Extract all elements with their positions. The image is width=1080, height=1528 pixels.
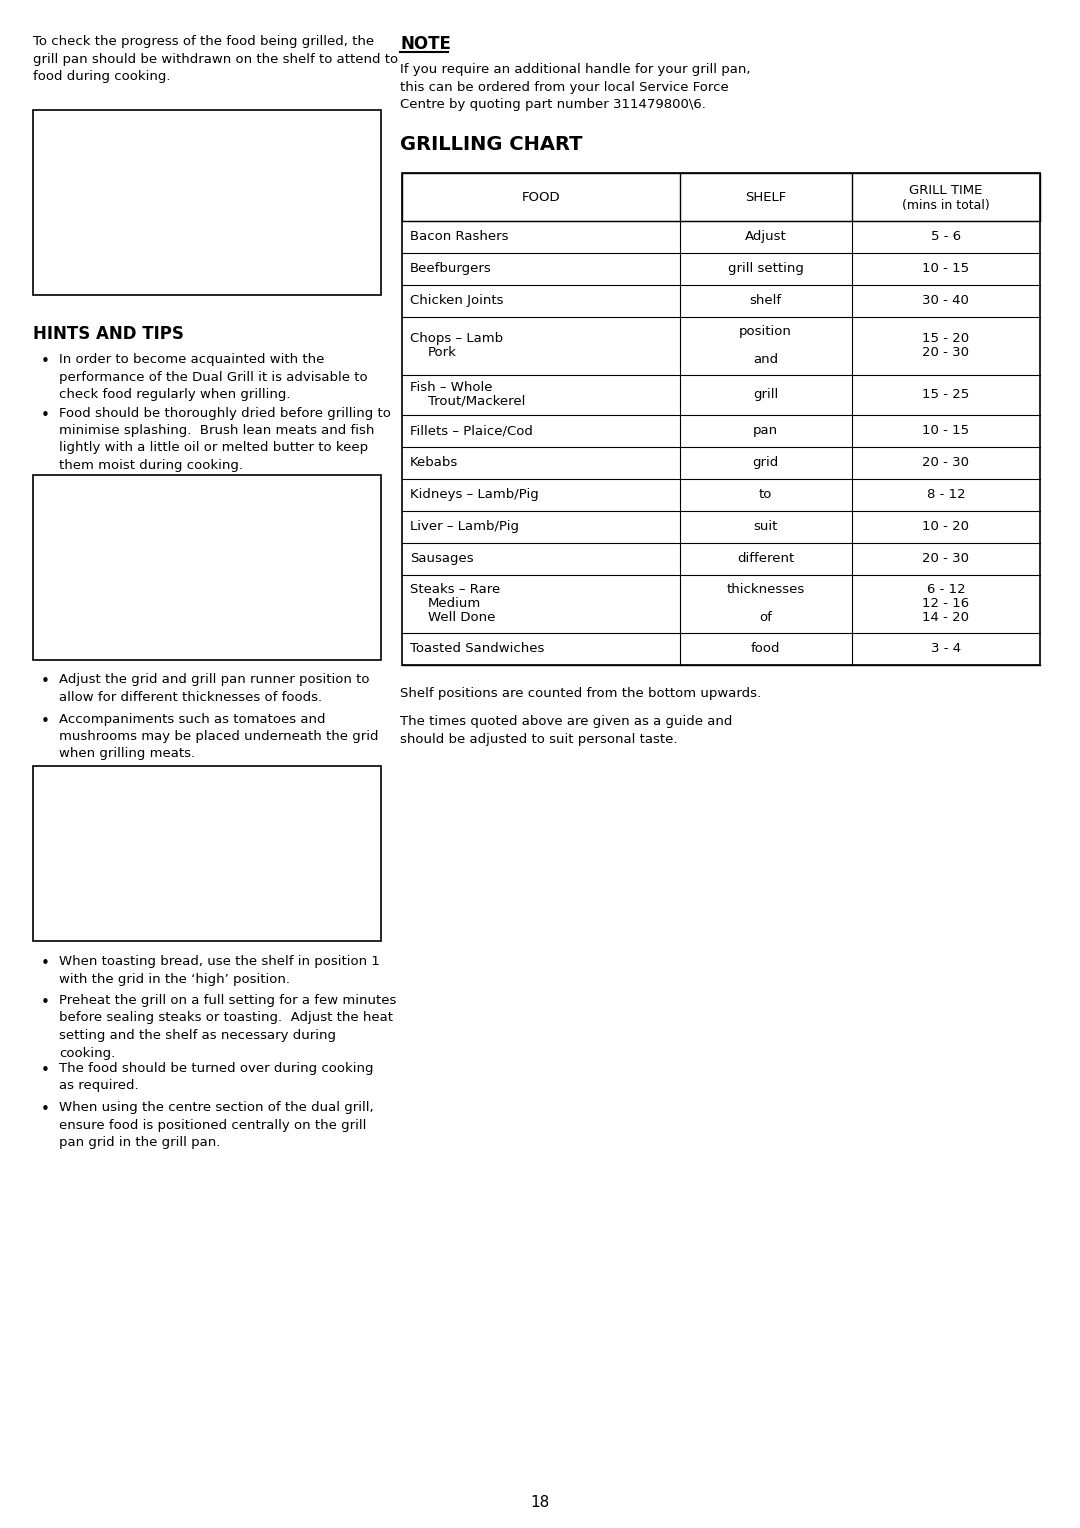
Text: 10 - 15: 10 - 15	[922, 261, 970, 275]
Text: Kidneys – Lamb/Pig: Kidneys – Lamb/Pig	[410, 487, 539, 501]
Text: 5 - 6: 5 - 6	[931, 231, 961, 243]
Text: •: •	[41, 408, 50, 423]
Text: Pork: Pork	[428, 345, 457, 359]
Text: Adjust the grid and grill pan runner position to
allow for different thicknesses: Adjust the grid and grill pan runner pos…	[59, 674, 369, 704]
Bar	[33, 475, 381, 660]
Bar	[33, 110, 381, 295]
Text: Steaks – Rare: Steaks – Rare	[410, 584, 500, 596]
Text: Beefburgers: Beefburgers	[410, 261, 491, 275]
Text: pan: pan	[753, 423, 779, 437]
Text: 3 - 4: 3 - 4	[931, 642, 961, 656]
Text: •: •	[41, 995, 50, 1010]
Text: If you require an additional handle for your grill pan,
this can be ordered from: If you require an additional handle for …	[400, 63, 751, 112]
Text: Fillets – Plaice/Cod: Fillets – Plaice/Cod	[410, 423, 532, 437]
Text: To check the progress of the food being grilled, the
grill pan should be withdra: To check the progress of the food being …	[33, 35, 399, 83]
Text: grid: grid	[753, 455, 779, 469]
Text: Trout/Mackerel: Trout/Mackerel	[428, 396, 525, 408]
Text: 10 - 15: 10 - 15	[922, 423, 970, 437]
Text: Shelf positions are counted from the bottom upwards.: Shelf positions are counted from the bot…	[400, 688, 761, 700]
Text: •: •	[41, 674, 50, 689]
Text: Well Done: Well Done	[428, 611, 496, 623]
Text: In order to become acquainted with the
performance of the Dual Grill it is advis: In order to become acquainted with the p…	[59, 353, 367, 400]
Text: thicknesses: thicknesses	[727, 584, 805, 596]
Text: NOTE: NOTE	[400, 35, 450, 53]
Bar	[402, 173, 1040, 665]
Text: of: of	[759, 611, 772, 623]
Text: GRILLING CHART: GRILLING CHART	[400, 134, 582, 154]
Text: 12 - 16: 12 - 16	[922, 597, 970, 610]
Text: •: •	[41, 354, 50, 368]
Text: 18: 18	[530, 1494, 550, 1510]
Text: 20 - 30: 20 - 30	[922, 552, 970, 565]
Text: Toasted Sandwiches: Toasted Sandwiches	[410, 642, 544, 656]
Text: 20 - 30: 20 - 30	[922, 455, 970, 469]
Text: (mins in total): (mins in total)	[902, 199, 989, 212]
Text: Chicken Joints: Chicken Joints	[410, 293, 503, 307]
Text: 10 - 20: 10 - 20	[922, 520, 970, 533]
Text: 6 - 12: 6 - 12	[927, 584, 966, 596]
Text: Bacon Rashers: Bacon Rashers	[410, 231, 509, 243]
Text: suit: suit	[754, 520, 778, 533]
Text: Preheat the grill on a full setting for a few minutes
before sealing steaks or t: Preheat the grill on a full setting for …	[59, 995, 396, 1059]
Text: 20 - 30: 20 - 30	[922, 345, 970, 359]
Text: •: •	[41, 1102, 50, 1117]
Text: Fish – Whole: Fish – Whole	[410, 380, 492, 394]
Text: FOOD: FOOD	[522, 191, 561, 205]
Text: •: •	[41, 1063, 50, 1077]
Text: The times quoted above are given as a guide and
should be adjusted to suit perso: The times quoted above are given as a gu…	[400, 715, 732, 746]
Text: food: food	[751, 642, 781, 656]
Text: Adjust: Adjust	[745, 231, 786, 243]
Text: •: •	[41, 714, 50, 729]
Text: HINTS AND TIPS: HINTS AND TIPS	[33, 325, 184, 342]
Text: 14 - 20: 14 - 20	[922, 611, 970, 623]
Text: When using the centre section of the dual grill,
ensure food is positioned centr: When using the centre section of the dua…	[59, 1102, 374, 1149]
Text: The food should be turned over during cooking
as required.: The food should be turned over during co…	[59, 1062, 374, 1093]
Text: SHELF: SHELF	[745, 191, 786, 205]
Text: Medium: Medium	[428, 597, 482, 610]
Text: Liver – Lamb/Pig: Liver – Lamb/Pig	[410, 520, 519, 533]
Text: •: •	[41, 957, 50, 970]
Text: GRILL TIME: GRILL TIME	[909, 183, 983, 197]
Text: 15 - 25: 15 - 25	[922, 388, 970, 400]
Text: Food should be thoroughly dried before grilling to
minimise splashing.  Brush le: Food should be thoroughly dried before g…	[59, 406, 391, 472]
Text: Chops – Lamb: Chops – Lamb	[410, 332, 503, 345]
Text: Sausages: Sausages	[410, 552, 474, 565]
Text: 30 - 40: 30 - 40	[922, 293, 970, 307]
Text: When toasting bread, use the shelf in position 1
with the grid in the ‘high’ pos: When toasting bread, use the shelf in po…	[59, 955, 380, 986]
Text: position: position	[739, 325, 792, 338]
Text: Accompaniments such as tomatoes and
mushrooms may be placed underneath the grid
: Accompaniments such as tomatoes and mush…	[59, 712, 378, 761]
Text: and: and	[753, 353, 779, 367]
Text: 8 - 12: 8 - 12	[927, 487, 966, 501]
Text: grill: grill	[753, 388, 779, 400]
Text: 15 - 20: 15 - 20	[922, 332, 970, 345]
Text: different: different	[737, 552, 794, 565]
Bar	[402, 173, 1040, 222]
Text: to: to	[759, 487, 772, 501]
Text: Kebabs: Kebabs	[410, 455, 458, 469]
Bar	[33, 766, 381, 941]
Text: shelf: shelf	[750, 293, 782, 307]
Text: grill setting: grill setting	[728, 261, 804, 275]
